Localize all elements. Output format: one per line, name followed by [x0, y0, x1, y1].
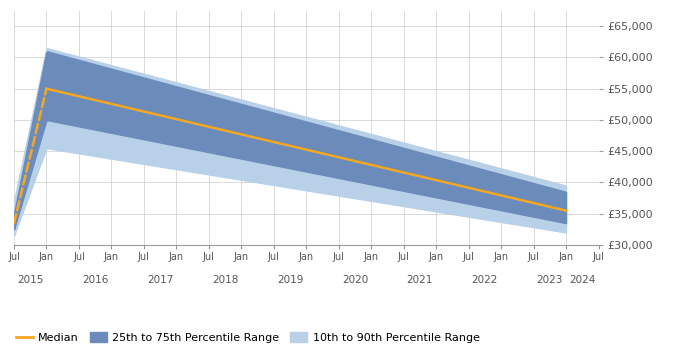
Text: 2016: 2016: [82, 275, 108, 286]
Text: 2015: 2015: [17, 275, 43, 286]
Text: 2023: 2023: [537, 275, 563, 286]
Text: 2024: 2024: [569, 275, 596, 286]
Text: 2018: 2018: [212, 275, 238, 286]
Text: 2021: 2021: [407, 275, 433, 286]
Text: 2019: 2019: [276, 275, 303, 286]
Legend: Median, 25th to 75th Percentile Range, 10th to 90th Percentile Range: Median, 25th to 75th Percentile Range, 1…: [11, 328, 484, 347]
Text: 2020: 2020: [342, 275, 368, 286]
Text: 2017: 2017: [147, 275, 174, 286]
Text: 2022: 2022: [472, 275, 498, 286]
